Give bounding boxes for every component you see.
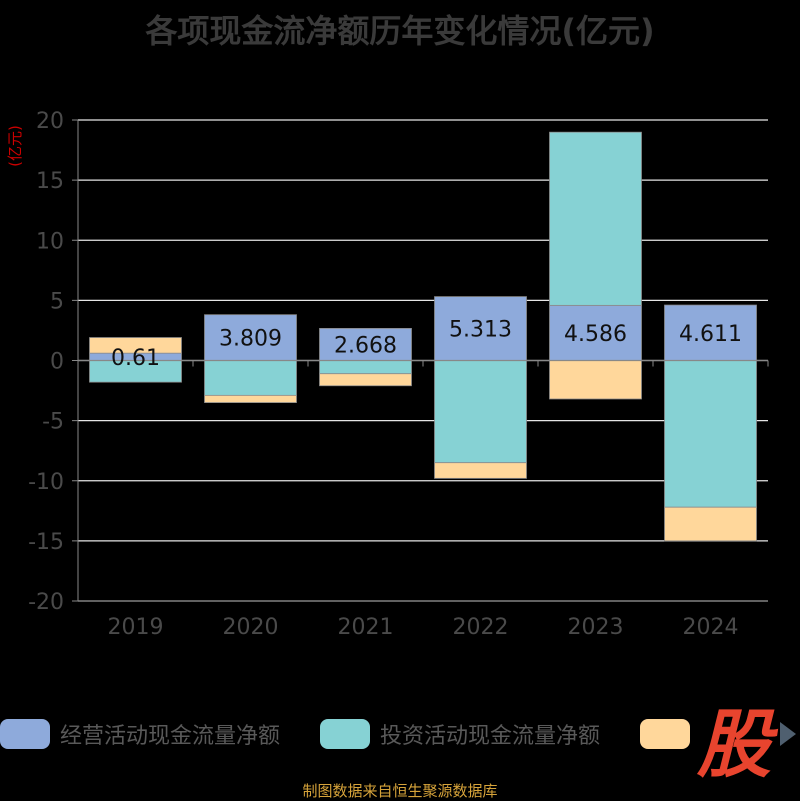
bar-2021-series-1[interactable]: [319, 360, 412, 375]
y-tick-label: -15: [28, 530, 64, 555]
y-tick-label: 15: [36, 169, 64, 194]
y-tick-label: -20: [28, 590, 64, 615]
bar-2024-series-2[interactable]: [664, 506, 757, 542]
x-tick-label: 2023: [568, 615, 624, 640]
bar-2023-series-1[interactable]: [549, 131, 642, 306]
x-tick-label: 2022: [453, 615, 509, 640]
bar-2020-series-2[interactable]: [204, 394, 297, 403]
bar-2024-series-1[interactable]: [664, 360, 757, 508]
legend-item-operating[interactable]: 经营活动现金流量净额: [0, 716, 280, 752]
legend-swatch-investing: [320, 719, 370, 749]
legend-item-financing[interactable]: [640, 716, 690, 752]
legend-label-operating: 经营活动现金流量净额: [60, 724, 281, 749]
y-tick-label: 5: [50, 289, 64, 314]
bar-2022-series-2[interactable]: [434, 462, 527, 479]
bar-2019-series-2[interactable]: [89, 337, 182, 354]
legend-label-investing: 投资活动现金流量净额: [380, 724, 601, 749]
legend-next-arrow-icon[interactable]: [780, 722, 796, 746]
y-axis-label: (亿元): [6, 125, 24, 167]
legend-swatch-financing: [640, 719, 690, 749]
data-labels: 0.61 3.809 2.668 5.313 4.586 4.611: [111, 318, 742, 371]
axes: 20 15 10 5 0 -5 -10 -15 -20 2019 2020 2021 2022 2023 2…: [28, 109, 769, 640]
bar-2022-series-1[interactable]: [434, 360, 527, 464]
y-tick-label: -5: [42, 410, 64, 435]
data-label: 0.61: [111, 346, 160, 371]
x-tick-label: 2019: [108, 615, 164, 640]
bar-2024-series-0[interactable]: [664, 304, 757, 361]
y-tick-label: 0: [50, 350, 64, 375]
data-label: 2.668: [334, 333, 397, 358]
data-label: 4.611: [679, 322, 742, 347]
bar-2020-series-0[interactable]: [204, 314, 297, 361]
data-label: 4.586: [564, 322, 627, 347]
y-tick-label: 20: [36, 109, 64, 134]
bar-2021-series-2[interactable]: [319, 373, 412, 387]
source-note: 制图数据来自恒生聚源数据库: [302, 782, 498, 800]
data-label: 5.313: [449, 318, 512, 343]
bar-2021-series-0[interactable]: [319, 328, 412, 361]
chart-title: 各项现金流净额历年变化情况(亿元): [145, 12, 655, 50]
x-tick-label: 2024: [683, 615, 739, 640]
data-label: 3.809: [219, 327, 282, 352]
bar-2022-series-0[interactable]: [434, 296, 527, 361]
bar-2020-series-1[interactable]: [204, 360, 297, 396]
legend-item-investing[interactable]: 投资活动现金流量净额: [320, 716, 600, 752]
y-tick-label: -10: [28, 470, 64, 495]
legend: 经营活动现金流量净额 投资活动现金流量净额: [0, 716, 800, 756]
bar-2023-series-2[interactable]: [549, 360, 642, 400]
brand-logo: 股: [697, 702, 771, 788]
legend-swatch-operating: [0, 719, 50, 749]
x-tick-label: 2020: [223, 615, 279, 640]
x-tick-label: 2021: [338, 615, 394, 640]
y-tick-label: 10: [36, 229, 64, 254]
bars: [89, 131, 757, 542]
